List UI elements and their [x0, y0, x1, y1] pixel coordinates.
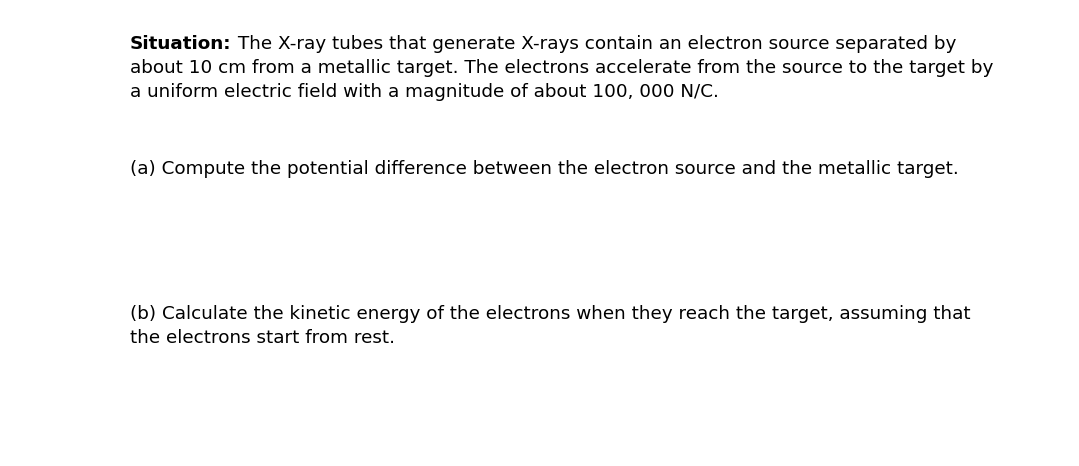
- Text: (a) Compute the potential difference between the electron source and the metalli: (a) Compute the potential difference bet…: [129, 160, 959, 178]
- Text: about 10 cm from a metallic target. The electrons accelerate from the source to : about 10 cm from a metallic target. The …: [129, 59, 994, 77]
- Text: Situation:: Situation:: [129, 35, 232, 53]
- Text: a uniform electric field with a magnitude of about 100, 000 N/C.: a uniform electric field with a magnitud…: [129, 83, 719, 101]
- Text: (b) Calculate the kinetic energy of the electrons when they reach the target, as: (b) Calculate the kinetic energy of the …: [129, 305, 971, 323]
- Text: the electrons start from rest.: the electrons start from rest.: [129, 329, 395, 347]
- Text: The X-ray tubes that generate X-rays contain an electron source separated by: The X-ray tubes that generate X-rays con…: [232, 35, 956, 53]
